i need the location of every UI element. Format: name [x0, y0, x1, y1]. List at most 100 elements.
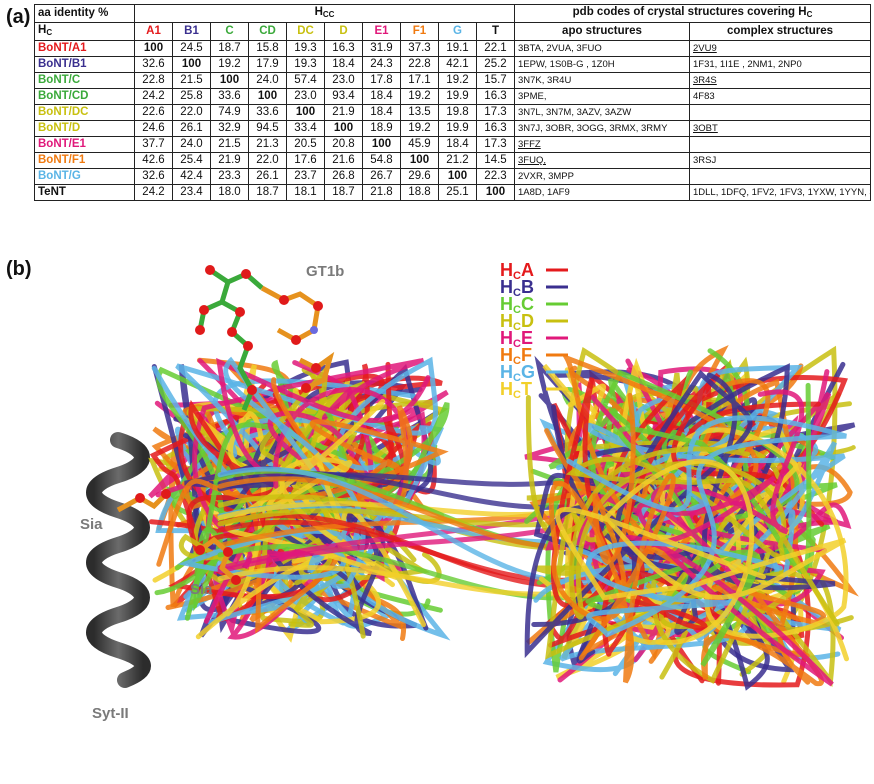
identity-cell: 19.9 — [438, 120, 477, 137]
identity-cell: 17.6 — [286, 152, 325, 169]
legend-entry: HCF — [500, 345, 532, 367]
identity-cell: 18.4 — [362, 104, 401, 121]
identity-cell: 19.2 — [400, 120, 439, 137]
identity-cell: 22.3 — [476, 168, 515, 185]
identity-cell: 17.1 — [400, 72, 439, 89]
identity-cell: 42.4 — [172, 168, 211, 185]
identity-cell: 26.8 — [324, 168, 363, 185]
table-body: BoNT/A1 100 24.5 18.7 15.8 19.3 16.3 31.9 37.3 19… — [34, 40, 871, 201]
identity-cell: 19.2 — [400, 88, 439, 105]
sia-ligand-1 — [116, 489, 171, 513]
identity-cell: 24.2 — [134, 88, 173, 105]
row-label: BoNT/DC — [34, 104, 135, 121]
complex-structures-cell: 2VU9 — [689, 40, 871, 57]
identity-cell: 33.4 — [286, 120, 325, 137]
apo-structures-cell: 2VXR, 3MPP — [514, 168, 690, 185]
apo-structures-cell: 3FUQ, — [514, 152, 690, 169]
identity-cell: 29.6 — [400, 168, 439, 185]
row-label: BoNT/CD — [34, 88, 135, 105]
row-label: BoNT/B1 — [34, 56, 135, 73]
identity-cell: 32.6 — [134, 56, 173, 73]
identity-cell: 21.9 — [210, 152, 249, 169]
identity-cell: 18.9 — [362, 120, 401, 137]
complex-structures-cell: 3OBT — [689, 120, 871, 137]
identity-cell: 16.3 — [476, 88, 515, 105]
identity-cell: 33.6 — [248, 104, 287, 121]
row-label: BoNT/D — [34, 120, 135, 137]
table-row: TeNT 24.2 23.4 18.0 18.7 18.1 18.7 21.8 18.8 25.1… — [34, 184, 871, 201]
identity-cell: 22.8 — [400, 56, 439, 73]
apo-structures-cell: 3BTA, 2VUA, 3FUO — [514, 40, 690, 57]
identity-cell: 25.1 — [438, 184, 477, 201]
syt-ii-helix — [86, 432, 151, 688]
complex-structures-cell — [689, 136, 871, 153]
identity-cell: 19.9 — [438, 88, 477, 105]
identity-cell: 74.9 — [210, 104, 249, 121]
protein-ribbon — [548, 392, 676, 684]
column-header: G — [438, 22, 477, 41]
pdb-header: pdb codes of crystal structures covering… — [514, 4, 871, 23]
identity-cell: 22.0 — [248, 152, 287, 169]
identity-cell: 16.3 — [324, 40, 363, 57]
identity-cell: 19.1 — [438, 40, 477, 57]
identity-cell: 25.4 — [172, 152, 211, 169]
identity-table: aa identity % HCC pdb codes of crystal s… — [34, 4, 871, 201]
identity-cell: 24.2 — [134, 184, 173, 201]
apo-structures-cell: 3N7L, 3N7M, 3AZV, 3AZW — [514, 104, 690, 121]
table-row: BoNT/C 22.8 21.5 100 24.0 57.4 23.0 17.8 17.1 19.… — [34, 72, 871, 89]
protein-ribbon — [217, 513, 623, 589]
identity-cell: 18.0 — [210, 184, 249, 201]
table-row: BoNT/F1 42.6 25.4 21.9 22.0 17.6 21.6 54.8 100 21… — [34, 152, 871, 169]
identity-cell: 24.6 — [134, 120, 173, 137]
complex-structures-cell — [689, 104, 871, 121]
column-header: C — [210, 22, 249, 41]
identity-cell: 100 — [286, 104, 325, 121]
identity-cell: 100 — [476, 184, 515, 201]
identity-cell: 21.9 — [324, 104, 363, 121]
row-label: BoNT/C — [34, 72, 135, 89]
identity-cell: 23.3 — [210, 168, 249, 185]
complex-structures-cell: 1F31, 1I1E , 2NM1, 2NP0 — [689, 56, 871, 73]
column-header: D — [324, 22, 363, 41]
identity-cell: 57.4 — [286, 72, 325, 89]
table-row: BoNT/DC 22.6 22.0 74.9 33.6 100 21.9 18.4 13.5 19… — [34, 104, 871, 121]
row-label: BoNT/G — [34, 168, 135, 185]
complex-structures-cell: 3R4S — [689, 72, 871, 89]
protein-ribbon — [216, 357, 431, 514]
syt-ii-label: Syt-II — [92, 705, 129, 722]
identity-cell: 18.4 — [438, 136, 477, 153]
panel-a-label: (a) — [6, 6, 31, 28]
identity-cell: 20.8 — [324, 136, 363, 153]
table-row: BoNT/E1 37.7 24.0 21.5 21.3 20.5 20.8 100 45.9 18… — [34, 136, 871, 153]
identity-cell: 24.5 — [172, 40, 211, 57]
identity-cell: 24.3 — [362, 56, 401, 73]
identity-cell: 21.6 — [324, 152, 363, 169]
table-row: BoNT/CD 24.2 25.8 33.6 100 23.0 93.4 18.4 19.2 19… — [34, 88, 871, 105]
gt1b-label: GT1b — [306, 263, 344, 280]
identity-cell: 18.4 — [324, 56, 363, 73]
complex-structures-cell: 1DLL, 1DFQ, 1FV2, 1FV3, 1YXW, 1YYN, 3HMY… — [689, 184, 871, 201]
identity-cell: 18.7 — [210, 40, 249, 57]
complex-structures-cell: 3RSJ — [689, 152, 871, 169]
legend-entry: HCG — [500, 362, 535, 384]
column-header: A1 — [134, 22, 173, 41]
identity-cell: 26.7 — [362, 168, 401, 185]
apo-structures-cell: 3N7J, 3OBR, 3OGG, 3RMX, 3RMY — [514, 120, 690, 137]
apo-structures-cell: 1EPW, 1S0B-G , 1Z0H — [514, 56, 690, 73]
legend-entry: HCE — [500, 328, 533, 350]
identity-cell: 18.7 — [324, 184, 363, 201]
row-label: BoNT/A1 — [34, 40, 135, 57]
protein-ribbon — [555, 458, 847, 645]
sia-label-1: Sia — [80, 516, 103, 533]
identity-cell: 14.5 — [476, 152, 515, 169]
identity-cell: 31.9 — [362, 40, 401, 57]
apo-structures-cell: 1A8D, 1AF9 — [514, 184, 690, 201]
identity-cell: 25.2 — [476, 56, 515, 73]
identity-cell: 18.4 — [362, 88, 401, 105]
apo-structures-cell: 3PME, — [514, 88, 690, 105]
ribbons-right-domain — [524, 345, 859, 691]
corner-label: aa identity % — [34, 4, 135, 23]
identity-cell: 45.9 — [400, 136, 439, 153]
table-row: BoNT/G 32.6 42.4 23.3 26.1 23.7 26.8 26.7 29.6 10… — [34, 168, 871, 185]
